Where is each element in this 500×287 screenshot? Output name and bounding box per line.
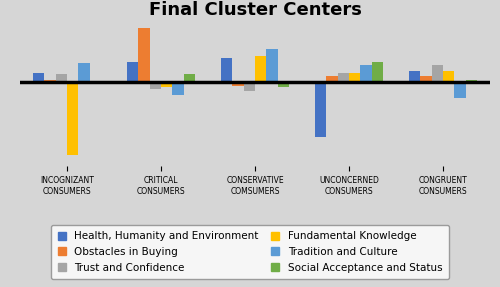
Bar xyxy=(266,49,278,82)
Title: Final Cluster Centers: Final Cluster Centers xyxy=(148,1,362,19)
Bar xyxy=(349,73,360,82)
Bar xyxy=(150,82,161,89)
Bar xyxy=(326,76,338,82)
Bar xyxy=(138,28,149,82)
Bar xyxy=(33,73,44,82)
Bar xyxy=(221,58,232,82)
Bar xyxy=(466,80,477,82)
Bar xyxy=(44,80,56,82)
Bar xyxy=(315,82,326,137)
Bar xyxy=(56,74,67,82)
Bar xyxy=(244,82,255,91)
Bar xyxy=(90,82,101,84)
Bar xyxy=(232,82,243,86)
Bar xyxy=(255,56,266,82)
Bar xyxy=(420,76,432,82)
Bar xyxy=(454,82,466,98)
Bar xyxy=(443,71,454,82)
Bar xyxy=(161,82,172,87)
Bar xyxy=(67,82,78,156)
Legend: Health, Humanity and Environment, Obstacles in Buying, Trust and Confidence, Fun: Health, Humanity and Environment, Obstac… xyxy=(52,225,448,279)
Bar xyxy=(127,62,138,82)
Bar xyxy=(278,82,289,87)
Bar xyxy=(338,73,349,82)
Bar xyxy=(372,62,383,82)
Bar xyxy=(409,71,420,82)
Bar xyxy=(78,63,90,82)
Bar xyxy=(432,65,443,82)
Bar xyxy=(360,65,372,82)
Bar xyxy=(184,74,195,82)
Bar xyxy=(172,82,184,95)
